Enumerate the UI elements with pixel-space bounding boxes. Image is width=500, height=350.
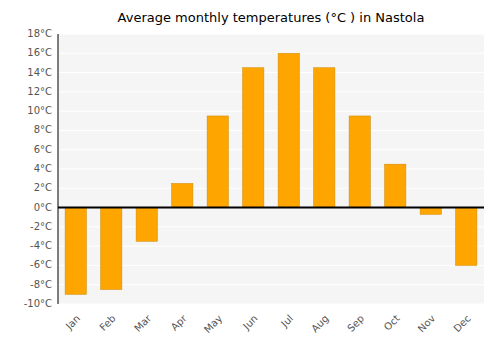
y-tick-label: 14°C [27,67,52,78]
bar [456,208,477,266]
grid-line [58,53,484,54]
grid-line [58,34,484,35]
bar [65,208,86,295]
grid-line [58,304,484,305]
bar [420,208,441,215]
grid-line [58,207,484,208]
grid-line [58,188,484,189]
x-tick-label: Feb [97,313,117,333]
y-tick-label: -4°C [30,240,52,251]
bar [101,208,122,290]
x-tick-label: Jul [278,313,295,330]
grid-line [58,169,484,170]
y-axis-labels: -10°C -8°C -6°C -4°C -2°C 0°C 2°C 4°C 6°C 8°C 10°C… [24,28,52,309]
x-tick-label: Oct [382,313,402,333]
grid-line [58,130,484,131]
x-tick-label: Dec [451,313,472,334]
x-tick-label: Aug [309,313,331,335]
bar [278,53,299,207]
y-tick-label: 2°C [34,182,52,193]
x-tick-label: Apr [169,312,190,333]
grid-line [58,111,484,112]
grid [58,34,484,304]
grid-line [58,72,484,73]
y-tick-label: -2°C [30,221,52,232]
x-tick-label: Sep [345,313,366,334]
y-tick-label: -8°C [30,279,52,290]
x-tick-label: Jan [63,313,82,332]
y-tick-label: -10°C [24,298,52,309]
chart-container: -10°C -8°C -6°C -4°C -2°C 0°C 2°C 4°C 6°C 8°C 10°C… [0,0,500,350]
bar [172,183,193,207]
x-axis-labels: Jan Feb Mar Apr May Jun Jul Aug Sep Oct Nov Dec [63,312,473,335]
x-tick-label: Nov [416,313,438,335]
y-tick-label: 4°C [34,163,52,174]
y-tick-label: 0°C [34,202,52,213]
plot-background [58,34,484,304]
y-tick-label: -6°C [30,259,52,270]
zero-line [58,207,484,209]
grid-line [58,91,484,92]
chart-title: Average monthly temperatures (°C ) in Na… [118,10,425,25]
y-tick-label: 12°C [27,86,52,97]
grid-line [58,149,484,150]
x-tick-label: Jun [240,313,260,333]
y-axis-line [58,34,59,304]
chart-svg: -10°C -8°C -6°C -4°C -2°C 0°C 2°C 4°C 6°C 8°C 10°C… [0,0,500,350]
y-tick-label: 18°C [27,28,52,39]
bar [349,116,370,208]
y-tick-label: 10°C [27,105,52,116]
bar [314,68,335,208]
x-tick-label: May [202,313,224,335]
x-tick-label: Mar [132,312,154,334]
y-tick-label: 16°C [27,47,52,58]
y-tick-label: 6°C [34,144,52,155]
bar [243,68,264,208]
bar [136,208,157,242]
bar [207,116,228,208]
y-tick-label: 8°C [34,124,52,135]
bars [65,53,477,294]
bar [385,164,406,207]
